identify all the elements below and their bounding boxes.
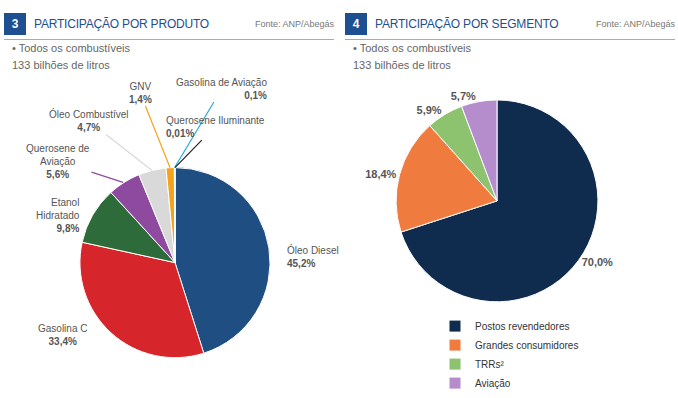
html-text:• Todos os combustíveis: • Todos os combustíveis <box>353 42 471 54</box>
svg-text:Postos revendedores: Postos revendedores <box>475 321 570 332</box>
svg-text:Gasolina C33,4%: Gasolina C33,4% <box>38 323 87 347</box>
html-text:133 bilhões de litros: 133 bilhões de litros <box>353 59 451 71</box>
svg-text:GNV1,4%: GNV1,4% <box>129 81 152 105</box>
html-text:• Todos os combustíveis: • Todos os combustíveis <box>12 42 130 54</box>
svg-text:Grandes consumidores: Grandes consumidores <box>475 340 578 351</box>
svg-text:5,7%: 5,7% <box>451 90 476 102</box>
svg-text:Óleo Combustível4,7%: Óleo Combustível4,7% <box>49 108 128 133</box>
html-text:3: 3 <box>11 17 19 31</box>
svg-text:Querosene deAviação5,6%: Querosene deAviação5,6% <box>26 143 90 180</box>
html-text:4: 4 <box>352 17 360 31</box>
html-text:Fonte: ANP/Abegás: Fonte: ANP/Abegás <box>254 19 334 29</box>
svg-text:5,9%: 5,9% <box>417 104 442 116</box>
svg-text:EtanolHidratado9,8%: EtanolHidratado9,8% <box>36 197 80 234</box>
svg-text:Gasolina de Aviação0,1%: Gasolina de Aviação0,1% <box>176 77 267 101</box>
svg-text:Querosene Iluminante0,01%: Querosene Iluminante0,01% <box>166 115 265 139</box>
svg-text:Aviação: Aviação <box>475 378 511 389</box>
svg-text:Óleo Diesel45,2%: Óleo Diesel45,2% <box>287 244 339 269</box>
html-text:PARTICIPAÇÃO POR SEGMENTO: PARTICIPAÇÃO POR SEGMENTO <box>375 17 559 31</box>
svg-text:18,4%: 18,4% <box>365 168 396 180</box>
html-text:Fonte: ANP/Abegás: Fonte: ANP/Abegás <box>595 19 675 29</box>
html-text:PARTICIPAÇÃO POR PRODUTO: PARTICIPAÇÃO POR PRODUTO <box>34 17 209 31</box>
html-text:133 bilhões de litros: 133 bilhões de litros <box>12 59 110 71</box>
svg-text:70,0%: 70,0% <box>582 256 613 268</box>
svg-text:TRRs²: TRRs² <box>475 359 505 370</box>
